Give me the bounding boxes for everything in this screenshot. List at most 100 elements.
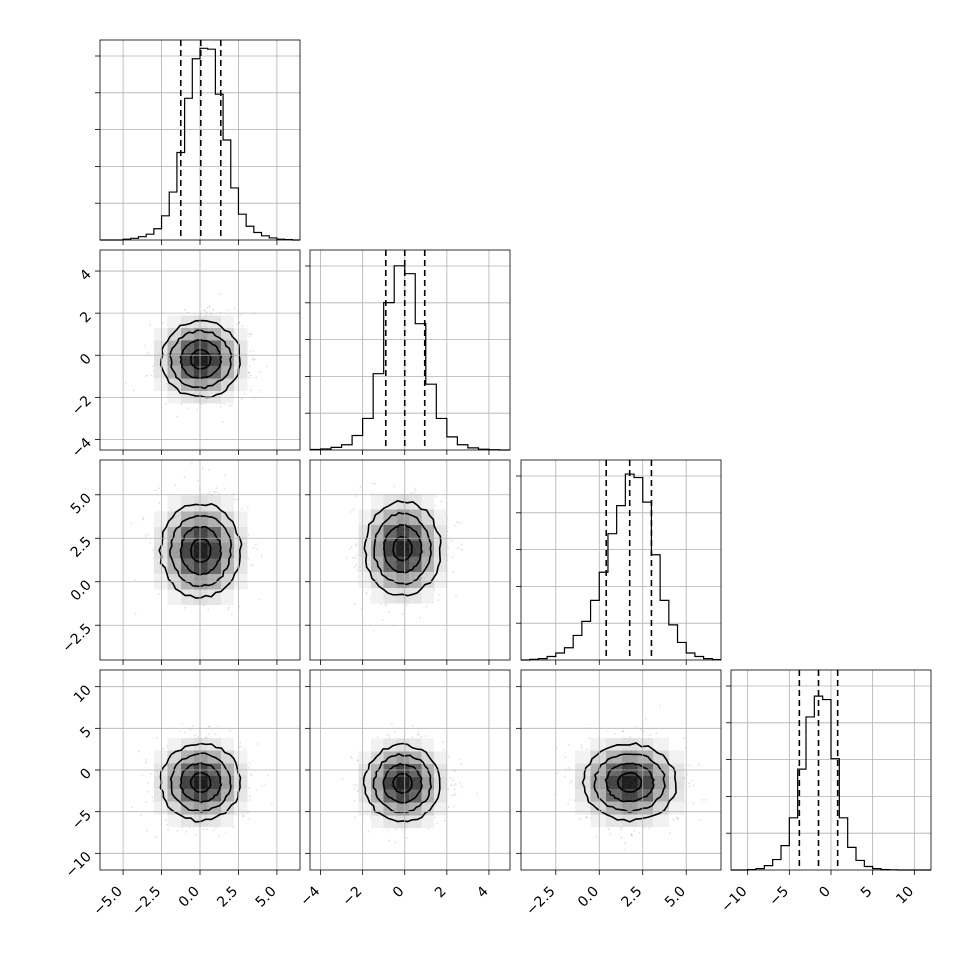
- scatter-point: [350, 511, 353, 513]
- scatter-point: [248, 365, 251, 368]
- scatter-point: [384, 604, 387, 606]
- scatter-point: [250, 389, 253, 392]
- density-cell: [234, 542, 248, 559]
- scatter-point: [218, 492, 220, 495]
- density-cell: [220, 315, 235, 328]
- scatter-point: [350, 546, 353, 548]
- scatter-point: [165, 402, 167, 405]
- scatter-point: [249, 333, 252, 336]
- scatter-point: [258, 371, 261, 373]
- scatter-point: [252, 359, 255, 361]
- density-cell: [167, 378, 181, 392]
- scatter-point: [356, 569, 359, 572]
- x-tick-label: 0: [816, 884, 834, 902]
- scatter-point: [223, 487, 226, 490]
- pair-panel-content: [345, 482, 463, 632]
- density-cell: [371, 493, 384, 510]
- panel-frame: [99, 459, 301, 661]
- scatter-point: [356, 554, 359, 556]
- scatter-point: [411, 491, 414, 494]
- density-cell: [220, 542, 235, 559]
- density-cell: [180, 495, 195, 512]
- scatter-point: [203, 309, 206, 312]
- scatter-point: [208, 490, 211, 493]
- scatter-point: [152, 365, 154, 368]
- scatter-point: [207, 725, 210, 728]
- histogram-panel-0: [95, 39, 301, 245]
- scatter-point: [248, 335, 251, 338]
- density-cell: [358, 572, 372, 588]
- scatter-point: [459, 521, 462, 524]
- histogram-step-1: [310, 265, 510, 451]
- contour-ring: [158, 502, 243, 599]
- scatter-point: [425, 606, 428, 608]
- density-cell: [180, 327, 195, 341]
- scatter-point: [145, 800, 148, 803]
- scatter-point: [124, 381, 127, 384]
- y-tick-label: 2.5: [68, 534, 95, 561]
- density-cell: [421, 493, 435, 510]
- scatter-point: [234, 498, 237, 501]
- scatter-point: [247, 533, 250, 536]
- scatter-point: [254, 543, 257, 546]
- histogram-panel-3: −10 −5 0 5 10: [718, 669, 932, 916]
- density-cell: [371, 509, 384, 526]
- scatter-point: [385, 603, 388, 606]
- scatter-point: [215, 487, 218, 490]
- density-cell: [220, 327, 235, 341]
- scatter-point: [240, 398, 243, 400]
- density-cell: [154, 327, 168, 341]
- scatter-point: [206, 306, 209, 309]
- density-cell: [434, 509, 447, 526]
- scatter-point: [227, 308, 230, 311]
- density-cell: [396, 509, 409, 526]
- y-tick-label: −4: [69, 435, 95, 461]
- scatter-point: [190, 462, 193, 465]
- scatter-point: [152, 549, 155, 552]
- scatter-point: [440, 500, 442, 503]
- scatter-point: [246, 505, 249, 508]
- density-cell: [194, 378, 208, 392]
- scatter-point: [227, 608, 230, 611]
- scatter-point: [142, 516, 145, 519]
- contour-ring: [169, 329, 233, 390]
- scatter-point: [456, 521, 459, 523]
- y-tick-label: 4: [77, 267, 95, 285]
- x-tick-label: 10: [893, 884, 917, 908]
- density-cell: [167, 511, 181, 527]
- scatter-point: [238, 322, 241, 324]
- scatter-point: [354, 603, 356, 605]
- scatter-point: [149, 542, 152, 544]
- scatter-point: [243, 393, 246, 395]
- density-cell: [358, 509, 372, 526]
- scatter-point: [247, 558, 250, 560]
- scatter-point: [161, 321, 164, 324]
- scatter-point: [405, 604, 408, 606]
- scatter-point: [183, 476, 186, 479]
- scatter-point: [144, 375, 147, 377]
- density-cell: [234, 340, 248, 354]
- scatter-point: [166, 744, 168, 747]
- scatter-point: [451, 539, 453, 542]
- scatter-point: [437, 599, 440, 601]
- scatter-point: [222, 420, 225, 423]
- scatter-point: [252, 564, 255, 566]
- density-cell: [220, 511, 235, 527]
- scatter-point: [197, 479, 200, 482]
- panel-frame: [520, 459, 722, 661]
- scatter-point: [233, 307, 236, 310]
- scatter-point: [381, 618, 384, 621]
- contour-ring: [189, 348, 212, 370]
- scatter-point: [253, 546, 255, 549]
- density-cell: [434, 540, 447, 557]
- scatter-point: [248, 371, 250, 374]
- density-cell: [383, 493, 397, 510]
- histogram-step-2: [521, 473, 721, 661]
- scatter-point: [152, 370, 155, 373]
- scatter-point: [355, 544, 357, 547]
- scatter-point: [349, 548, 352, 551]
- density-cell: [194, 511, 208, 527]
- scatter-point: [365, 591, 368, 594]
- scatter-point: [352, 556, 354, 559]
